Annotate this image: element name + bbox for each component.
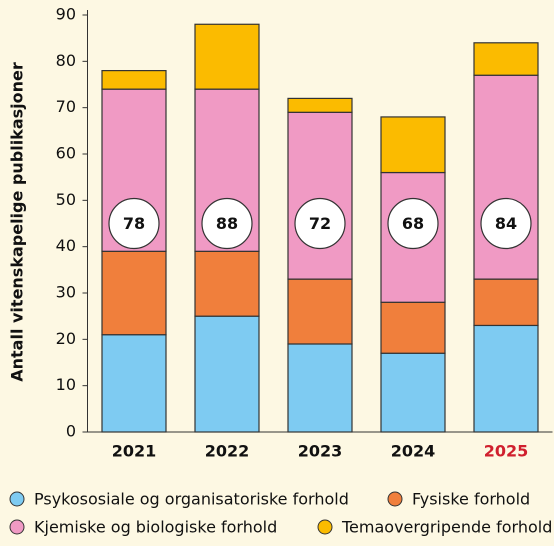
y-tick-label: 20 [56,329,76,348]
y-tick-label: 10 [56,375,76,394]
y-tick-label: 40 [56,236,76,255]
y-tick-label: 30 [56,283,76,302]
y-tick-label: 90 [56,5,76,24]
bar-segment [194,250,260,317]
bar-segment [194,315,260,433]
total-badge [294,197,346,250]
total-badge [480,197,532,250]
total-label: 88 [216,214,238,233]
x-tick-label: 2022 [205,442,250,461]
bar-segment [473,278,539,327]
bar-segment [287,343,353,433]
legend-marker [9,519,25,535]
x-tick-label: 2021 [112,442,157,461]
legend-marker [387,491,403,507]
bar-segment [380,116,446,174]
x-tick-label: 2025 [484,442,529,461]
legend-marker [317,519,333,535]
bar-segment [194,23,260,90]
y-tick-label: 70 [56,97,76,116]
bar-segment [101,250,167,336]
y-tick-label: 50 [56,190,76,209]
bar-segment [473,324,539,433]
bar-segment [101,69,167,90]
total-badge [387,197,439,250]
legend-marker [9,491,25,507]
y-tick-label: 80 [56,51,76,70]
legend-label: Psykososiale og organisatoriske forhold [34,490,349,509]
total-label: 84 [495,214,517,233]
total-label: 68 [402,214,424,233]
legend-label: Temaovergripende forhold [341,518,552,537]
bar-segment [287,111,353,280]
bar-segment [101,334,167,433]
x-tick-label: 2023 [298,442,343,461]
bar-segment [287,97,353,113]
legend-label: Fysiske forhold [412,490,530,509]
total-label: 72 [309,214,331,233]
legend-label: Kjemiske og biologiske forhold [34,518,277,537]
bar-segment [380,301,446,354]
bar-segment [473,42,539,76]
bar-segment [287,278,353,345]
total-badge [108,197,160,250]
total-label: 78 [123,214,145,233]
x-tick-label: 2024 [391,442,436,461]
bar-segment [380,352,446,433]
y-tick-label: 60 [56,144,76,163]
y-tick-label: 0 [66,422,76,441]
y-axis-label: Antall vitenskapelige publikasjoner [8,62,27,382]
total-badge [201,197,253,250]
